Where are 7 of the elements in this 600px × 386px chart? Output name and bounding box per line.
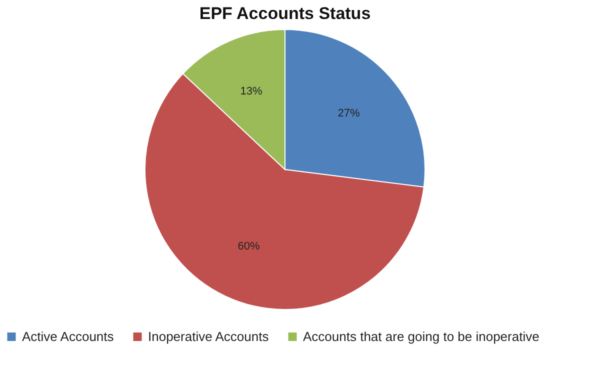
data-label: 13% [240,85,262,98]
legend-label: Accounts that are going to be inoperative [303,328,540,344]
legend-label: Inoperative Accounts [148,328,270,344]
legend-label: Active Accounts [22,328,114,344]
data-label: 60% [238,240,260,252]
chart-title: EPF Accounts Status [199,4,371,23]
data-label: 27% [338,107,360,120]
